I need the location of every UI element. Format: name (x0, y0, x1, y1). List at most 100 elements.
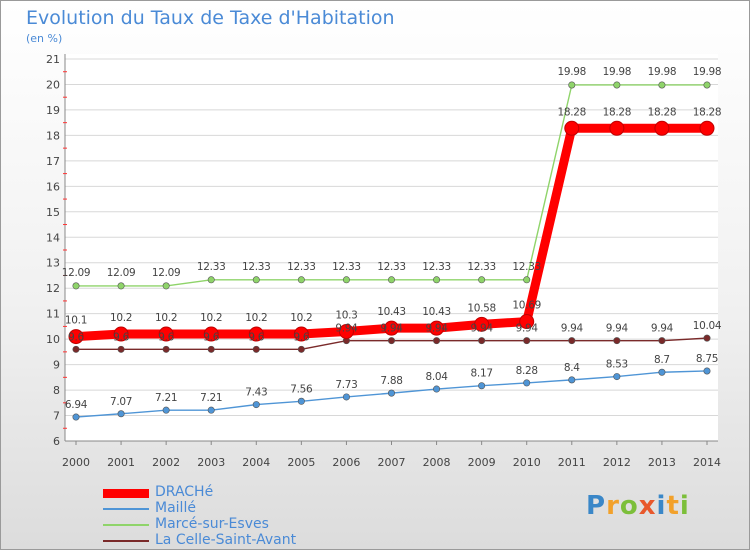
data-label-maill--2010: 8.28 (516, 365, 538, 377)
y-tick-label-10: 10 (46, 333, 60, 346)
data-label-drach--2013: 18.28 (648, 106, 677, 118)
data-point-maill--2013 (658, 368, 666, 376)
data-label-drach--2001: 10.2 (110, 312, 132, 324)
data-point-la-celle-saint-avant-2010 (523, 337, 531, 345)
data-label-la-celle-saint-avant-2005: 9.6 (293, 331, 309, 343)
data-label-marc-sur-esves-2006: 12.33 (332, 261, 361, 273)
data-label-maill--2008: 8.04 (425, 371, 448, 383)
data-point-maill--2012 (613, 373, 621, 381)
legend-label-la-celle-saint-avant: La Celle-Saint-Avant (155, 532, 297, 548)
data-point-la-celle-saint-avant-2008 (433, 337, 441, 345)
data-point-maill--2007 (387, 389, 395, 397)
data-point-la-celle-saint-avant-2014 (703, 334, 711, 342)
y-axis-unit-label: (en %) (26, 32, 63, 45)
y-tick-label-18: 18 (46, 129, 60, 142)
data-label-marc-sur-esves-2005: 12.33 (287, 261, 316, 273)
data-label-marc-sur-esves-2011: 19.98 (558, 66, 587, 78)
data-point-marc-sur-esves-2009 (478, 276, 486, 284)
data-point-maill--2009 (478, 382, 486, 390)
y-tick-label-6: 6 (53, 435, 60, 448)
data-point-maill--2004 (252, 401, 260, 409)
data-label-la-celle-saint-avant-2014: 10.04 (693, 320, 722, 332)
legend-label-drache: DRACHé (155, 484, 214, 500)
data-point-drach--2011 (564, 120, 580, 136)
data-point-la-celle-saint-avant-2013 (658, 337, 666, 345)
data-point-marc-sur-esves-2002 (162, 282, 170, 290)
data-point-marc-sur-esves-2014 (703, 81, 711, 89)
data-point-drach--2012 (609, 120, 625, 136)
data-point-maill--2000 (72, 413, 80, 421)
data-label-maill--2013: 8.7 (654, 354, 670, 366)
legend-item-la-celle-saint-avant: La Celle-Saint-Avant (103, 532, 363, 549)
data-label-la-celle-saint-avant-2009: 9.94 (471, 323, 494, 335)
data-point-marc-sur-esves-2008 (433, 276, 441, 284)
data-label-la-celle-saint-avant-2003: 9.6 (203, 331, 219, 343)
data-point-maill--2001 (117, 410, 125, 418)
y-tick-label-16: 16 (46, 180, 60, 193)
data-label-la-celle-saint-avant-2002: 9.6 (158, 331, 174, 343)
x-tick-label-2012: 2012 (603, 456, 631, 469)
data-label-drach--2010: 10.69 (512, 300, 541, 312)
data-point-marc-sur-esves-2004 (252, 276, 260, 284)
data-point-la-celle-saint-avant-2000 (72, 345, 80, 353)
data-label-la-celle-saint-avant-2013: 9.94 (651, 323, 674, 335)
data-label-maill--2007: 7.88 (380, 375, 402, 387)
data-label-drach--2011: 18.28 (558, 106, 587, 118)
x-tick-label-2010: 2010 (513, 456, 541, 469)
data-label-marc-sur-esves-2001: 12.09 (107, 267, 136, 279)
data-point-marc-sur-esves-2000 (72, 282, 80, 290)
data-label-marc-sur-esves-2007: 12.33 (377, 261, 406, 273)
data-point-la-celle-saint-avant-2004 (252, 345, 260, 353)
data-point-marc-sur-esves-2003 (207, 276, 215, 284)
x-tick-label-2004: 2004 (242, 456, 270, 469)
data-label-la-celle-saint-avant-2008: 9.94 (425, 323, 448, 335)
data-point-marc-sur-esves-2007 (387, 276, 395, 284)
y-tick-label-20: 20 (46, 78, 60, 91)
data-point-la-celle-saint-avant-2001 (117, 345, 125, 353)
data-label-drach--2009: 10.58 (467, 302, 496, 314)
x-tick-label-2007: 2007 (378, 456, 406, 469)
data-point-la-celle-saint-avant-2003 (207, 345, 215, 353)
x-tick-label-2001: 2001 (107, 456, 135, 469)
x-tick-label-2009: 2009 (468, 456, 496, 469)
data-label-la-celle-saint-avant-2000: 9.6 (68, 331, 84, 343)
data-label-marc-sur-esves-2010: 12.33 (512, 261, 541, 273)
data-point-marc-sur-esves-2006 (342, 276, 350, 284)
y-tick-label-7: 7 (53, 410, 60, 423)
data-point-la-celle-saint-avant-2011 (568, 337, 576, 345)
data-point-maill--2010 (523, 379, 531, 387)
data-label-la-celle-saint-avant-2011: 9.94 (561, 323, 584, 335)
data-point-drach--2008 (429, 320, 445, 336)
y-tick-label-11: 11 (46, 308, 60, 321)
data-label-la-celle-saint-avant-2004: 9.6 (248, 331, 264, 343)
proxiti-logo: Proxiti (586, 491, 690, 521)
x-tick-label-2006: 2006 (332, 456, 360, 469)
data-label-maill--2004: 7.43 (245, 387, 267, 399)
data-label-drach--2002: 10.2 (155, 312, 177, 324)
data-point-drach--2007 (384, 320, 399, 336)
data-point-drach--2001 (113, 326, 129, 342)
legend-label-marce-sur-esves: Marcé-sur-Esves (155, 516, 269, 532)
data-label-la-celle-saint-avant-2012: 9.94 (606, 323, 629, 335)
chart-title: Evolution du Taux de Taxe d'Habitation (26, 7, 395, 29)
y-tick-label-8: 8 (53, 384, 60, 397)
data-label-maill--2001: 7.07 (110, 396, 132, 408)
data-label-maill--2012: 8.53 (606, 359, 628, 371)
legend-item-drache: DRACHé (103, 484, 363, 501)
legend-swatch-la-celle-saint-avant (103, 540, 149, 542)
data-label-maill--2009: 8.17 (471, 368, 493, 380)
data-point-maill--2011 (568, 376, 576, 384)
data-label-maill--2000: 6.94 (65, 399, 88, 411)
data-label-la-celle-saint-avant-2010: 9.94 (516, 323, 539, 335)
data-point-maill--2006 (342, 393, 350, 401)
data-point-drach--2004 (248, 326, 264, 342)
data-label-maill--2014: 8.75 (696, 353, 718, 365)
legend-item-marce-sur-esves: Marcé-sur-Esves (103, 516, 363, 533)
data-label-la-celle-saint-avant-2001: 9.6 (113, 331, 129, 343)
data-point-drach--2000 (68, 329, 84, 345)
y-tick-label-12: 12 (46, 282, 60, 295)
data-point-maill--2003 (207, 406, 215, 414)
x-tick-label-2002: 2002 (152, 456, 180, 469)
data-point-marc-sur-esves-2013 (658, 81, 666, 89)
